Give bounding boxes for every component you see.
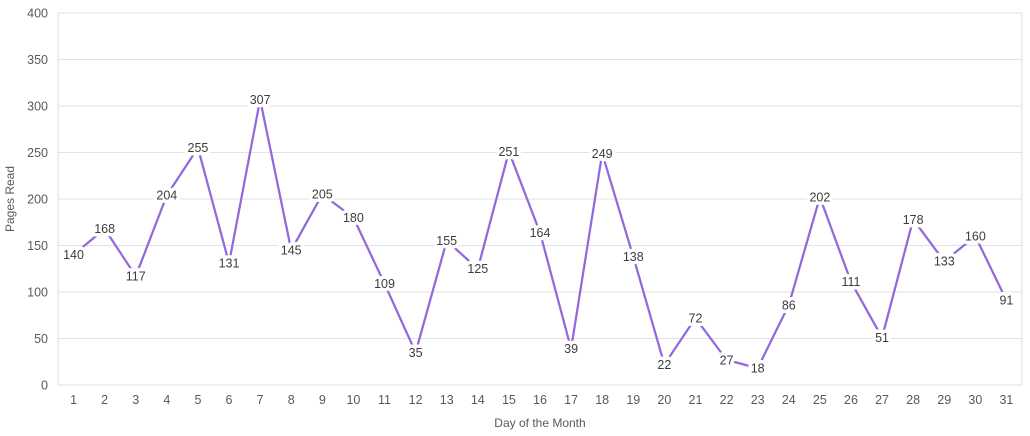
x-tick-label: 6 <box>226 393 233 407</box>
data-point-label: 86 <box>782 298 796 312</box>
x-tick-label: 2 <box>101 393 108 407</box>
data-point-label: 204 <box>156 189 177 203</box>
x-tick-label: 3 <box>132 393 139 407</box>
y-tick-label: 150 <box>27 239 48 253</box>
data-point-label: 138 <box>623 250 644 264</box>
data-point-label: 117 <box>126 270 146 284</box>
x-tick-label: 29 <box>937 393 951 407</box>
x-tick-label: 31 <box>999 393 1013 407</box>
data-point-label: 307 <box>250 93 271 107</box>
x-tick-label: 27 <box>875 393 889 407</box>
data-point-label: 249 <box>592 147 613 161</box>
x-tick-label: 8 <box>288 393 295 407</box>
pages-read-series-line <box>72 98 1008 370</box>
y-tick-label: 0 <box>41 378 48 392</box>
data-labels: 140 168 117 204 255 131 307 145 205 180 109 35 155 12… <box>60 89 1017 379</box>
data-point-label: 164 <box>530 226 551 240</box>
x-tick-label: 14 <box>471 393 485 407</box>
y-tick-label: 350 <box>27 53 48 67</box>
x-tick-label: 13 <box>440 393 454 407</box>
x-tick-label: 24 <box>782 393 796 407</box>
x-tick-label: 30 <box>968 393 982 407</box>
data-point-label: 133 <box>934 255 955 269</box>
data-point-label: 35 <box>409 346 423 360</box>
data-point-label: 202 <box>809 191 830 205</box>
x-tick-label: 1 <box>70 393 77 407</box>
x-tick-label: 23 <box>751 393 765 407</box>
x-tick-label: 7 <box>257 393 264 407</box>
x-tick-label: 20 <box>657 393 671 407</box>
data-point-label: 131 <box>219 257 240 271</box>
x-axis-tick-labels: 1 2 3 4 5 6 7 8 9 10 11 12 13 14 15 16 17 18 19 20 21 22 23 24 2… <box>70 393 1013 407</box>
data-point-label: 168 <box>94 222 115 236</box>
data-point-label: 255 <box>188 141 209 155</box>
x-tick-label: 5 <box>194 393 201 407</box>
x-tick-label: 11 <box>378 393 391 407</box>
x-tick-label: 22 <box>720 393 734 407</box>
x-tick-label: 12 <box>409 393 423 407</box>
x-tick-label: 16 <box>533 393 547 407</box>
data-point-label: 125 <box>467 262 488 276</box>
x-tick-label: 19 <box>626 393 640 407</box>
gridlines <box>57 12 1023 386</box>
data-point-label: 72 <box>689 311 703 325</box>
x-tick-label: 9 <box>319 393 326 407</box>
x-tick-label: 10 <box>346 393 360 407</box>
y-tick-label: 250 <box>27 146 48 160</box>
data-point-label: 22 <box>657 358 671 372</box>
data-point-label: 160 <box>965 230 986 244</box>
y-axis-tick-labels: 0 50 100 150 200 250 300 350 400 <box>27 6 48 392</box>
x-tick-label: 21 <box>689 393 703 407</box>
y-tick-label: 100 <box>27 285 48 299</box>
x-tick-label: 28 <box>906 393 920 407</box>
y-tick-label: 300 <box>27 99 48 113</box>
data-point-label: 155 <box>436 234 457 248</box>
x-tick-label: 26 <box>844 393 858 407</box>
data-point-label: 140 <box>63 248 84 262</box>
data-point-label: 91 <box>999 294 1013 308</box>
data-point-label: 18 <box>751 362 765 376</box>
x-tick-label: 17 <box>564 393 578 407</box>
x-tick-label: 18 <box>595 393 609 407</box>
x-tick-label: 15 <box>502 393 516 407</box>
x-axis-title: Day of the Month <box>494 416 585 430</box>
data-series <box>72 98 1008 370</box>
y-axis-title: Pages Read <box>3 166 17 232</box>
y-tick-label: 50 <box>34 332 48 346</box>
x-tick-label: 4 <box>163 393 170 407</box>
y-tick-label: 400 <box>27 6 48 20</box>
data-point-label: 111 <box>841 275 860 289</box>
data-point-label: 205 <box>312 188 333 202</box>
data-point-label: 27 <box>720 353 734 367</box>
data-point-label: 39 <box>564 342 578 356</box>
x-tick-label: 25 <box>813 393 827 407</box>
data-point-label: 109 <box>374 277 395 291</box>
data-point-label: 145 <box>281 244 302 258</box>
data-point-label: 51 <box>875 331 889 345</box>
data-point-label: 251 <box>498 145 519 159</box>
y-tick-label: 200 <box>27 192 48 206</box>
data-point-label: 180 <box>343 211 364 225</box>
data-point-label: 178 <box>903 213 924 227</box>
